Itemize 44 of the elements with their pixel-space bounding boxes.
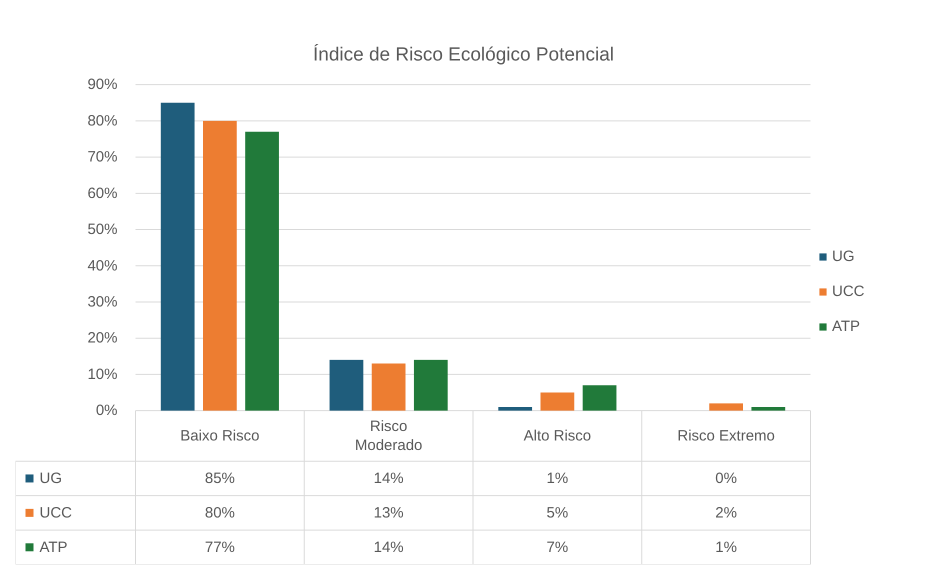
data-label: 13%: [374, 504, 404, 522]
y-tick-label: 60%: [87, 184, 118, 202]
y-tick-label: 20%: [87, 330, 118, 347]
data-label: 7%: [546, 538, 568, 556]
y-tick-label: 30%: [87, 293, 118, 310]
x-tick-label: Alto Risco: [524, 427, 592, 444]
data-label: 14%: [374, 538, 404, 556]
bar: [203, 120, 237, 411]
legend-label: ATP: [832, 318, 860, 336]
legend-label: UCC: [832, 283, 864, 300]
y-tick-label: 10%: [87, 366, 118, 383]
x-tick-label: Risco Moderado: [354, 418, 422, 454]
y-tick-label: 70%: [87, 148, 118, 166]
bar: [245, 132, 279, 411]
x-tick-label: Baixo Risco: [180, 427, 260, 444]
text: UCC: [40, 504, 72, 522]
chart-title: Índice de Risco Ecológico Potencial: [313, 44, 614, 66]
data-label: 77%: [204, 538, 235, 556]
y-tick-label: 50%: [87, 221, 118, 238]
data-label: 1%: [546, 470, 568, 487]
y-tick-label: 40%: [87, 257, 118, 274]
bar: [709, 403, 743, 411]
data-label: 14%: [374, 470, 404, 487]
bar: [582, 385, 616, 411]
bar: [540, 392, 574, 411]
y-tick-label: 0%: [96, 402, 118, 420]
y-tick-label: 80%: [87, 112, 118, 130]
data-label: 1%: [715, 538, 737, 556]
bar: [414, 360, 448, 411]
bar: [751, 407, 786, 411]
text: ATP: [40, 538, 68, 556]
y-tick-label: 90%: [87, 76, 118, 94]
legend-label: UG: [40, 470, 62, 487]
data-label: 0%: [715, 470, 737, 487]
bar: [160, 102, 195, 411]
x-tick-label: Risco Extremo: [677, 427, 775, 444]
bar: [330, 360, 364, 411]
data-label: 5%: [546, 504, 568, 522]
bar: [498, 407, 532, 411]
bar: [372, 364, 406, 411]
data-label: 80%: [204, 504, 235, 522]
text: UG: [832, 248, 854, 266]
data-label: 2%: [715, 504, 737, 522]
data-label: 85%: [204, 470, 235, 487]
